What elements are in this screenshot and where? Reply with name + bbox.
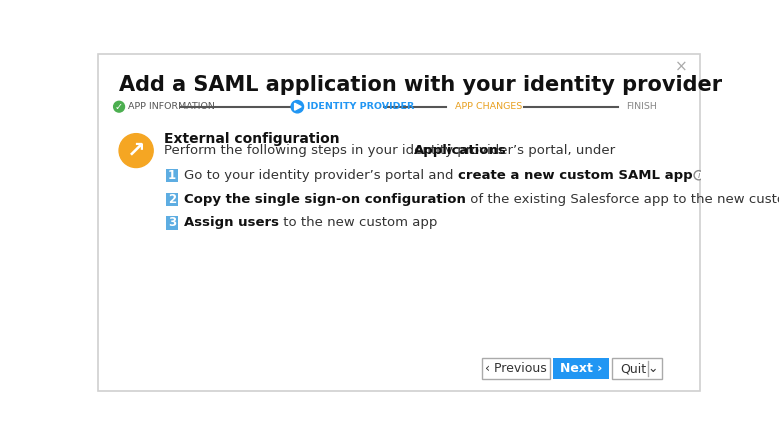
Text: Copy the single sign-on configuration: Copy the single sign-on configuration bbox=[184, 193, 466, 205]
Text: ✓: ✓ bbox=[115, 102, 123, 112]
Text: APP INFORMATION: APP INFORMATION bbox=[129, 102, 215, 111]
Text: IDENTITY PROVIDER: IDENTITY PROVIDER bbox=[307, 102, 414, 111]
FancyBboxPatch shape bbox=[481, 358, 550, 379]
Text: Perform the following steps in your identity provider’s portal, under: Perform the following steps in your iden… bbox=[164, 144, 619, 157]
Circle shape bbox=[694, 171, 703, 180]
Text: 3: 3 bbox=[167, 216, 176, 230]
Circle shape bbox=[291, 100, 304, 113]
Text: 2: 2 bbox=[167, 193, 176, 205]
FancyBboxPatch shape bbox=[166, 216, 178, 230]
Polygon shape bbox=[294, 103, 301, 110]
Text: Next ›: Next › bbox=[560, 362, 602, 375]
Circle shape bbox=[119, 134, 153, 168]
Text: 1: 1 bbox=[167, 169, 176, 182]
Text: ⌄: ⌄ bbox=[647, 362, 657, 375]
Text: Add a SAML application with your identity provider: Add a SAML application with your identit… bbox=[119, 75, 722, 95]
FancyBboxPatch shape bbox=[166, 169, 178, 182]
Text: APP CHANGES: APP CHANGES bbox=[456, 102, 523, 111]
Text: ↗: ↗ bbox=[127, 141, 146, 161]
FancyBboxPatch shape bbox=[553, 358, 609, 379]
FancyBboxPatch shape bbox=[166, 193, 178, 205]
Text: FINISH: FINISH bbox=[626, 102, 657, 111]
FancyBboxPatch shape bbox=[98, 54, 700, 391]
Text: of the existing Salesforce app to the new custom app: of the existing Salesforce app to the ne… bbox=[466, 193, 779, 205]
Text: ‹ Previous: ‹ Previous bbox=[485, 362, 547, 375]
Text: ×: × bbox=[675, 59, 687, 74]
Text: Applications: Applications bbox=[414, 144, 506, 157]
FancyBboxPatch shape bbox=[612, 358, 661, 379]
Text: to the new custom app: to the new custom app bbox=[279, 216, 438, 230]
Text: Go to your identity provider’s portal and: Go to your identity provider’s portal an… bbox=[184, 169, 458, 182]
Text: Quit: Quit bbox=[621, 362, 647, 375]
Circle shape bbox=[114, 101, 125, 112]
Text: External configuration: External configuration bbox=[164, 132, 340, 146]
Text: Assign users: Assign users bbox=[184, 216, 279, 230]
Text: create a new custom SAML app: create a new custom SAML app bbox=[458, 169, 693, 182]
Text: i: i bbox=[697, 171, 700, 180]
